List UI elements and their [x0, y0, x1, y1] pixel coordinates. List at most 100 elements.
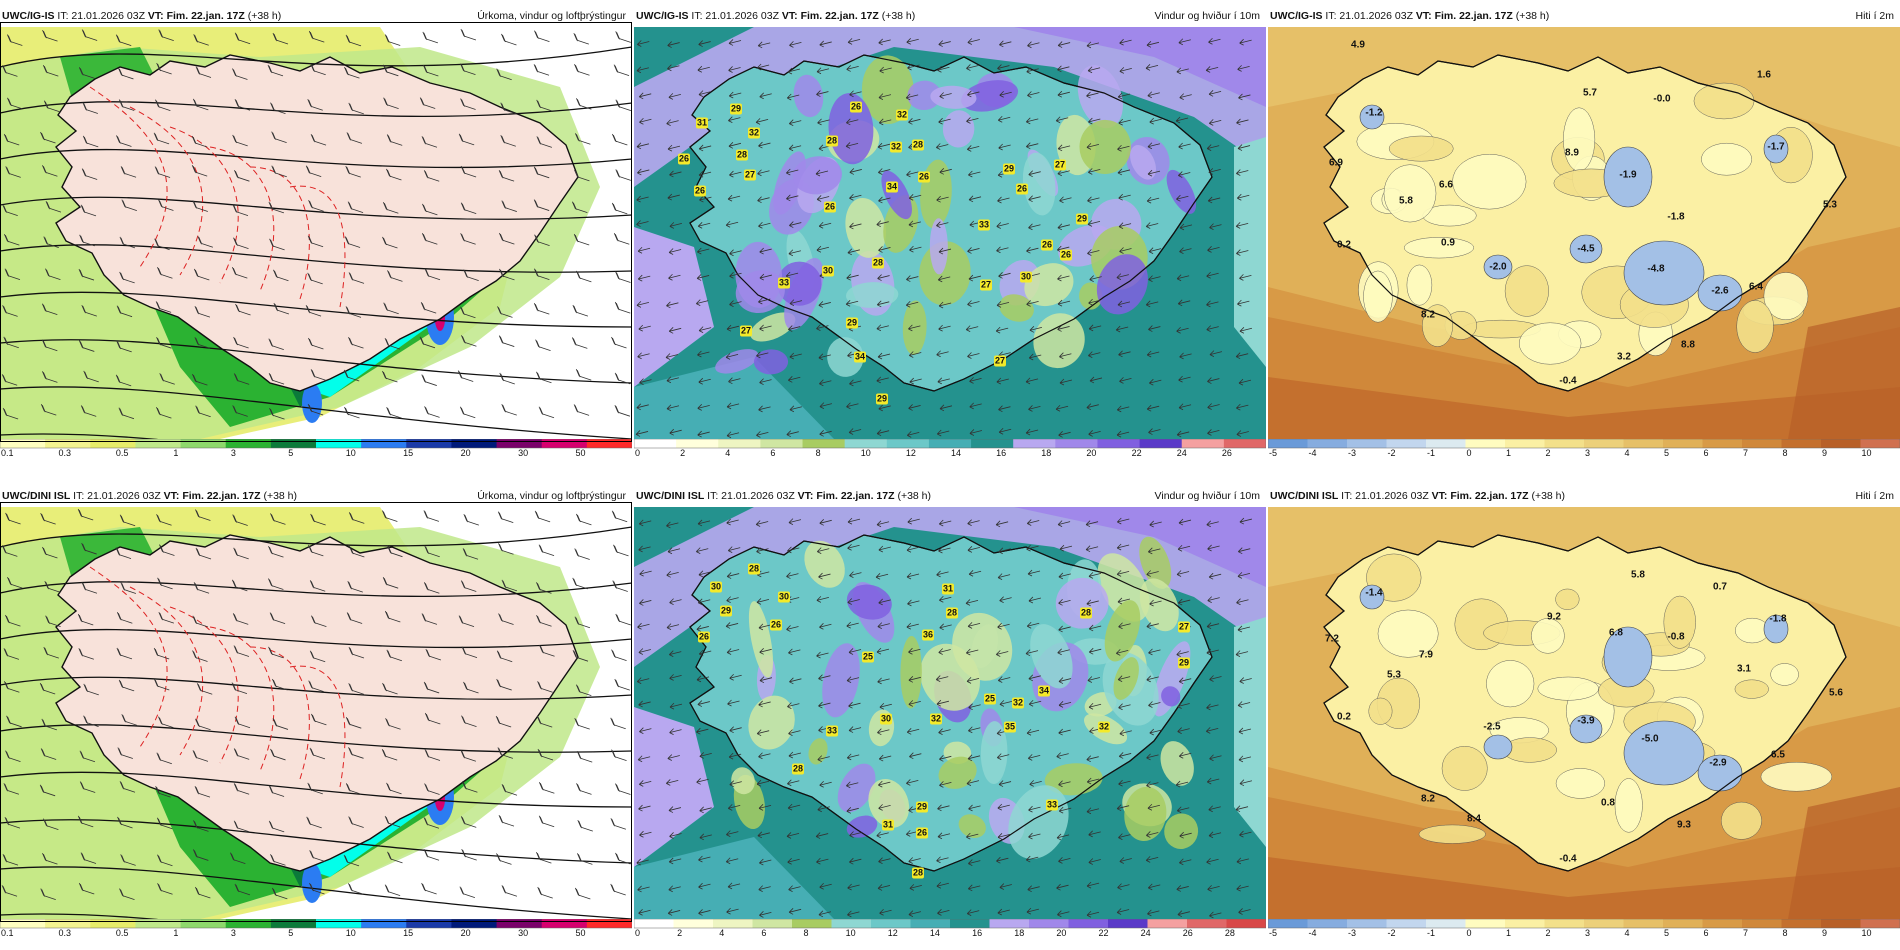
forecast-map [0, 507, 632, 919]
legend-tick-label: 50 [576, 928, 586, 937]
legend-swatch [45, 439, 91, 448]
legend-swatch [1307, 439, 1348, 448]
temperature-value-label: -0.4 [1559, 375, 1577, 387]
map-graphic [1268, 27, 1900, 439]
gust-value-label: 28 [825, 135, 839, 147]
legend-tick-label: 0.5 [116, 448, 129, 457]
legend-tick-label: 6 [1704, 448, 1709, 457]
gust-value-label: 29 [1075, 213, 1089, 225]
legend-tick-label: 0.5 [116, 928, 129, 937]
legend-swatch [1029, 919, 1069, 928]
legend-swatch [1860, 439, 1900, 448]
legend-swatch [1544, 919, 1585, 928]
map-graphic [634, 27, 1266, 439]
legend-swatch [634, 919, 674, 928]
legend-swatch [792, 919, 832, 928]
legend-tick-label: 20 [461, 448, 471, 457]
temperature-value-label: 8.9 [1565, 147, 1579, 159]
panel-header: UWC/IG-IS IT: 21.01.2026 03Z VT: Fim. 22… [634, 6, 1266, 26]
legend-tick-label: 9 [1822, 448, 1827, 457]
legend-swatch [1821, 919, 1861, 928]
legend-tick-label: 30 [518, 448, 528, 457]
panel-title: Vindur og hviður í 10m [1154, 490, 1260, 502]
legend-swatch [270, 919, 317, 928]
legend-swatch [1742, 439, 1782, 448]
lead-time: (+38 h) [244, 10, 282, 22]
temperature-value-label: 8.4 [1467, 813, 1481, 825]
legend-swatch [180, 919, 227, 928]
lead-time: (+38 h) [1528, 490, 1566, 502]
model-name: UWC/DINI ISL [2, 490, 71, 502]
legend-tick-label: 0 [1467, 448, 1472, 457]
legend-tick-label: 20 [461, 928, 471, 937]
legend-swatch [1347, 439, 1387, 448]
valid-time: VT: Fim. 22.jan. 17Z [163, 490, 261, 502]
legend-swatch [0, 439, 46, 448]
temperature-value-label: -4.8 [1647, 263, 1665, 275]
temperature-value-label: 0.8 [1601, 797, 1615, 809]
legend-swatch [989, 919, 1030, 928]
legend-swatch [1860, 919, 1900, 928]
legend-tick-label: -5 [1269, 928, 1277, 937]
legend-tick-label: 0 [635, 928, 640, 937]
map-graphic [634, 507, 1266, 919]
gust-value-label: 26 [769, 619, 783, 631]
legend-tick-label: 5 [1664, 448, 1669, 457]
legend-tick-label: 18 [1041, 448, 1051, 457]
forecast-panel-precip: UWC/DINI ISL IT: 21.01.2026 03Z VT: Fim.… [0, 486, 632, 946]
gust-value-label: 28 [747, 563, 761, 575]
legend-tick-label: 4 [719, 928, 724, 937]
gust-value-label: 29 [915, 801, 929, 813]
forecast-panel-precip: UWC/IG-IS IT: 21.01.2026 03Z VT: Fim. 22… [0, 6, 632, 466]
legend-swatch [0, 919, 46, 928]
legend-tick-label: 10 [861, 448, 871, 457]
legend-tick-label: 30 [518, 928, 528, 937]
legend-tick-label: 22 [1132, 448, 1142, 457]
gust-value-label: 32 [895, 109, 909, 121]
temperature-value-label: -1.7 [1767, 141, 1785, 153]
gust-value-label: 26 [677, 153, 691, 165]
temperature-value-label: -1.9 [1619, 169, 1637, 181]
legend-swatch [928, 439, 972, 448]
legend-tick-label: 14 [951, 448, 961, 457]
legend-tick-label: 2 [1546, 448, 1551, 457]
legend-tick-label: 4 [725, 448, 730, 457]
legend-tick-label: 20 [1056, 928, 1066, 937]
legend-tick-label: 10 [1862, 448, 1872, 457]
valid-time: VT: Fim. 22.jan. 17Z [797, 490, 895, 502]
temperature-value-label: -2.9 [1709, 757, 1727, 769]
init-time: IT: 21.01.2026 03Z [1338, 490, 1432, 502]
legend-swatch [541, 919, 588, 928]
model-name: UWC/IG-IS [2, 10, 55, 22]
gust-value-label: 31 [881, 819, 895, 831]
legend-swatch [871, 919, 911, 928]
temperature-value-label: 8.2 [1421, 309, 1435, 321]
gust-value-label: 27 [979, 279, 993, 291]
legend-swatch [676, 439, 719, 448]
map-graphic [0, 27, 632, 439]
valid-time: VT: Fim. 22.jan. 17Z [781, 10, 879, 22]
legend-tick-label: -5 [1269, 448, 1277, 457]
legend-tick-label: 9 [1822, 928, 1827, 937]
legend-tick-label: 2 [680, 448, 685, 457]
legend-swatch [713, 919, 753, 928]
legend-swatch [1821, 439, 1861, 448]
legend-tick-label: 0.3 [58, 928, 71, 937]
gust-value-label: 32 [747, 127, 761, 139]
legend-tick-label: 3 [231, 928, 236, 937]
legend-swatch [541, 439, 588, 448]
init-time: IT: 21.01.2026 03Z [704, 490, 798, 502]
init-time: IT: 21.01.2026 03Z [54, 10, 148, 22]
map-graphic [1268, 507, 1900, 919]
gust-value-label: 32 [1097, 721, 1111, 733]
forecast-panel-wind: UWC/IG-IS IT: 21.01.2026 03Z VT: Fim. 22… [634, 6, 1266, 466]
legend-swatch [831, 919, 872, 928]
legend-bar-graphic: 0 2 4 6 8 10 12 14 16 18 20 22 24 26 28 [634, 919, 1266, 937]
temperature-value-label: 0.2 [1337, 239, 1351, 251]
legend-tick-label: 24 [1141, 928, 1151, 937]
temperature-value-label: 5.3 [1823, 199, 1837, 211]
map-graphic [0, 507, 632, 919]
legend-tick-label: 16 [996, 448, 1006, 457]
legend-tick-label: 1 [1506, 928, 1511, 937]
legend-tick-label: 6 [1704, 928, 1709, 937]
